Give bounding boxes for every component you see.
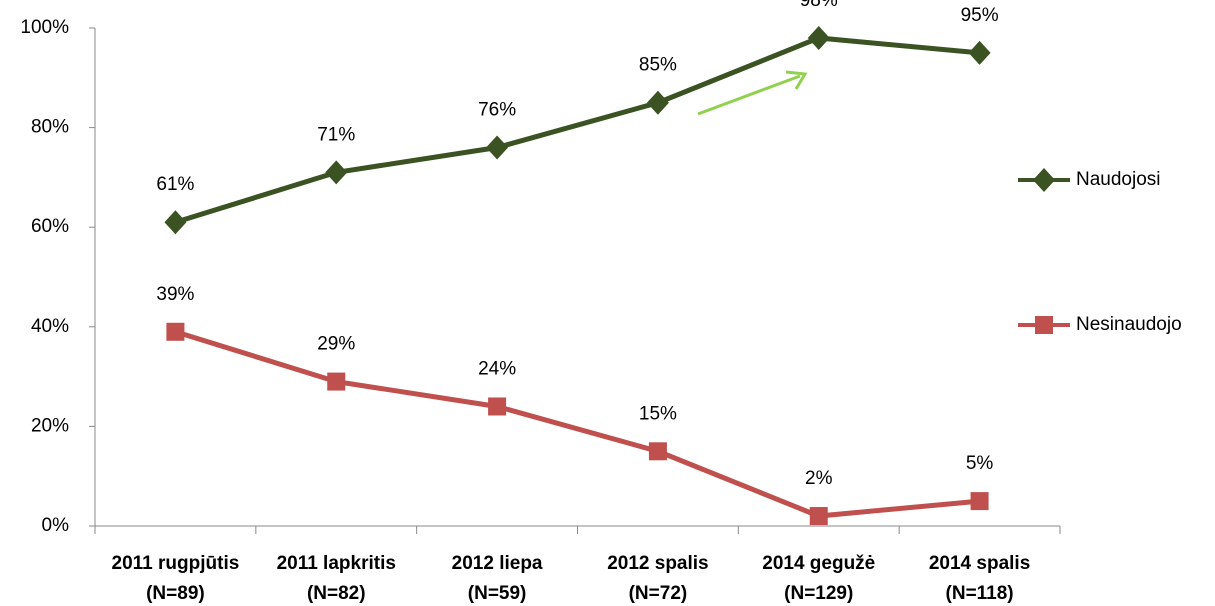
arrow	[697, 74, 801, 116]
x-tick-label: 2011 lapkritis	[277, 553, 396, 574]
legend-label: Naudojosi	[1076, 169, 1161, 190]
x-tick-label: 2014 gegužė	[762, 553, 875, 574]
y-tick-label: 40%	[31, 316, 69, 337]
y-tick-label: 80%	[31, 117, 69, 138]
data-label: 15%	[639, 403, 677, 424]
data-label: 61%	[156, 174, 194, 195]
y-tick-label: 20%	[31, 415, 69, 436]
data-label: 24%	[478, 358, 516, 379]
marker	[486, 135, 509, 160]
data-label: 98%	[800, 0, 838, 11]
y-tick-label: 60%	[31, 216, 69, 237]
series-line	[174, 329, 980, 519]
arrow-head	[785, 70, 808, 90]
x-tick-label: 2012 liepa	[452, 553, 543, 574]
marker	[166, 322, 185, 341]
marker	[325, 160, 348, 185]
x-tick-label: 2011 rugpjūtis	[112, 553, 240, 574]
marker	[968, 40, 991, 65]
marker	[807, 25, 830, 50]
data-label: 39%	[156, 284, 194, 305]
data-label: 71%	[317, 124, 355, 145]
x-tick-label: 2014 spalis	[929, 553, 1030, 574]
marker	[970, 492, 989, 511]
data-label: 76%	[478, 100, 516, 121]
data-label: 85%	[639, 55, 677, 76]
data-label: 2%	[805, 468, 833, 489]
y-tick-label: 100%	[20, 17, 69, 38]
marker	[809, 507, 828, 526]
x-tick-label: (N=59)	[468, 583, 527, 604]
x-tick-label: (N=82)	[307, 583, 366, 604]
x-tick-label: 2012 spalis	[607, 553, 708, 574]
marker	[164, 210, 187, 235]
marker	[648, 442, 667, 461]
y-tick-label: 0%	[42, 515, 70, 536]
marker	[646, 90, 669, 115]
x-tick-label: (N=72)	[629, 583, 688, 604]
x-tick-label: (N=89)	[146, 583, 205, 604]
data-label: 5%	[966, 453, 994, 474]
marker	[327, 372, 346, 391]
data-label: 29%	[317, 334, 355, 355]
series-line	[174, 35, 980, 225]
marker	[488, 397, 507, 416]
marker	[1033, 168, 1055, 192]
legend-label: Nesinaudojo	[1076, 314, 1182, 335]
marker	[1035, 316, 1053, 334]
x-tick-label: (N=118)	[946, 583, 1014, 604]
x-tick-label: (N=129)	[784, 583, 853, 604]
data-label: 95%	[961, 5, 999, 26]
